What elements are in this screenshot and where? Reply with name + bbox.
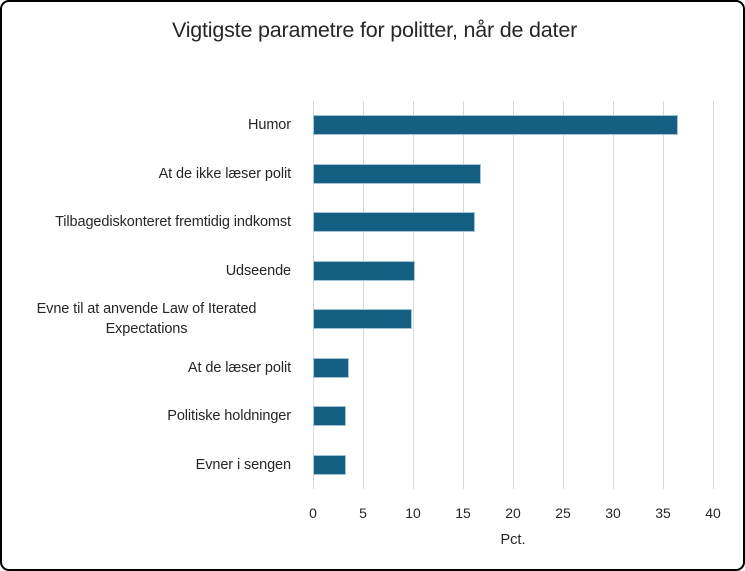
bar-row <box>313 344 713 393</box>
bar-row <box>313 295 713 344</box>
category-row: Humor <box>2 101 302 150</box>
category-row: Evne til at anvende Law of Iterated Expe… <box>2 295 302 344</box>
gridline <box>362 101 364 489</box>
x-tick-label: 5 <box>359 505 367 521</box>
category-label: At de læser polit <box>187 359 291 376</box>
gridline <box>412 101 414 489</box>
bar <box>313 260 415 281</box>
bar-series <box>313 101 713 489</box>
bar <box>313 454 346 475</box>
x-tick-label: 30 <box>605 505 621 521</box>
chart-title: Vigtigste parametre for politter, når de… <box>171 18 578 42</box>
gridline <box>662 101 664 489</box>
category-axis-labels: Humor At de ikke læser polit Tilbagediskon… <box>2 101 302 489</box>
category-row: At de læser polit <box>2 344 302 393</box>
category-label: Evne til at anvende Law of Iterated Expe… <box>36 301 257 338</box>
category-row: At de ikke læser polit <box>2 150 302 199</box>
x-tick-label: 15 <box>455 505 471 521</box>
gridline <box>562 101 564 489</box>
category-label: Udseende <box>225 262 291 279</box>
bar <box>313 406 346 427</box>
gridline <box>712 101 714 489</box>
category-label: Politiske holdninger <box>167 408 291 425</box>
bar-row <box>313 150 713 199</box>
category-label: Humor <box>247 117 291 134</box>
bar-row <box>313 392 713 441</box>
x-tick-label: 35 <box>655 505 671 521</box>
category-row: Tilbagediskonteret fremtidig indkomst <box>2 198 302 247</box>
bar <box>313 115 678 136</box>
x-tick-label: 0 <box>309 505 317 521</box>
bar-row <box>313 101 713 150</box>
bar <box>313 309 412 330</box>
bar-row <box>313 441 713 490</box>
category-label: Tilbagediskonteret fremtidig indkomst <box>55 214 291 231</box>
category-row: Evner i sengen <box>2 441 302 490</box>
gridline <box>612 101 614 489</box>
bar-row <box>313 247 713 296</box>
category-label: At de ikke læser polit <box>158 165 291 182</box>
category-row: Udseende <box>2 247 302 296</box>
x-axis-title: Pct. <box>500 532 526 548</box>
x-tick-label: 25 <box>555 505 571 521</box>
gridline <box>462 101 464 489</box>
gridline <box>512 101 514 489</box>
bar <box>313 212 475 233</box>
bar <box>313 163 481 184</box>
category-row: Politiske holdninger <box>2 392 302 441</box>
plot-area <box>312 101 714 489</box>
x-tick-label: 40 <box>705 505 721 521</box>
category-label: Evner i sengen <box>195 456 291 473</box>
x-tick-label: 20 <box>505 505 521 521</box>
bar-row <box>313 198 713 247</box>
x-tick-label: 10 <box>405 505 421 521</box>
gridline <box>312 101 314 489</box>
bar <box>313 357 349 378</box>
